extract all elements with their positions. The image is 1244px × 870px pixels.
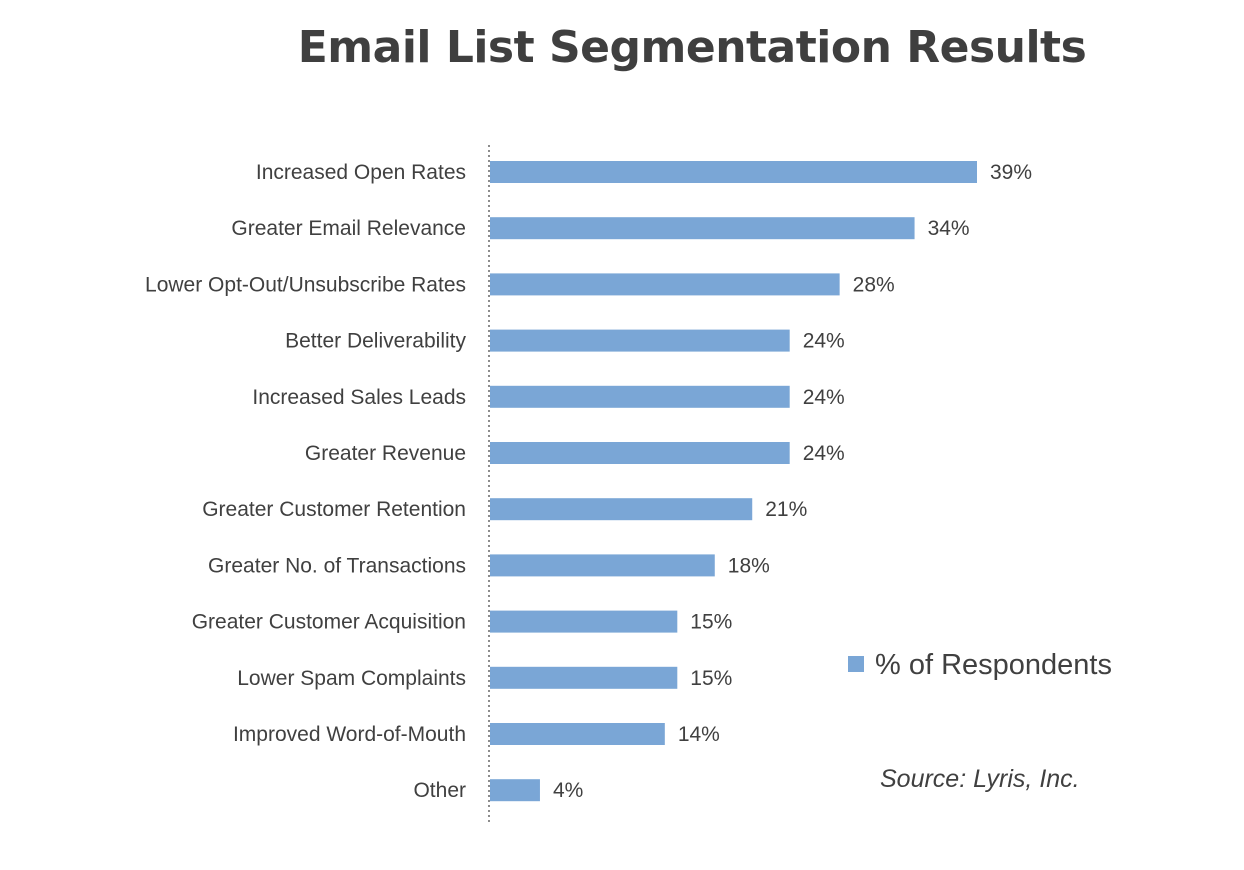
source-note: Source: Lyris, Inc. [880, 765, 1080, 793]
category-label: Increased Sales Leads [252, 386, 466, 409]
bar [490, 329, 790, 352]
bar [490, 442, 790, 464]
data-label: 24% [803, 442, 845, 465]
bar [490, 217, 915, 240]
category-label: Greater Revenue [305, 442, 466, 465]
data-label: 34% [928, 217, 970, 240]
data-label: 14% [678, 723, 720, 746]
category-label: Increased Open Rates [256, 161, 466, 184]
category-label: Better Deliverability [285, 330, 466, 353]
data-label: 15% [690, 611, 732, 634]
data-label: 28% [853, 273, 895, 296]
bars [490, 161, 977, 802]
data-label: 24% [803, 386, 845, 409]
legend-label: % of Respondents [875, 649, 1112, 681]
bar [490, 273, 840, 296]
bar [490, 723, 665, 745]
category-label: Greater Customer Retention [202, 498, 466, 521]
legend-swatch [848, 656, 864, 672]
category-label: Greater No. of Transactions [208, 554, 466, 577]
data-label: 18% [728, 554, 770, 577]
bar [490, 161, 977, 183]
category-label: Greater Customer Acquisition [192, 611, 466, 634]
bar [490, 498, 753, 521]
legend: % of Respondents [848, 649, 1112, 681]
data-label: 39% [990, 161, 1032, 184]
category-label: Lower Opt-Out/Unsubscribe Rates [145, 273, 466, 296]
category-labels: Increased Open Rates Greater Email Releva… [145, 161, 466, 802]
bar [490, 666, 678, 689]
category-label: Improved Word-of-Mouth [233, 723, 466, 746]
data-label: 21% [765, 498, 807, 521]
bar [490, 610, 678, 633]
category-label: Greater Email Relevance [231, 217, 466, 240]
category-label: Lower Spam Complaints [237, 667, 466, 690]
bar [490, 554, 715, 577]
bar [490, 385, 790, 408]
data-label: 4% [553, 779, 583, 802]
data-label: 15% [690, 667, 732, 690]
data-label: 24% [803, 330, 845, 353]
value-labels: 39% 34% 28% 24% 24% 24% 21% 18% 15% 15% 14% 4% [553, 161, 1032, 802]
category-label: Other [413, 779, 466, 802]
chart-title: Email List Segmentation Results [297, 22, 1087, 73]
bar [490, 779, 540, 802]
